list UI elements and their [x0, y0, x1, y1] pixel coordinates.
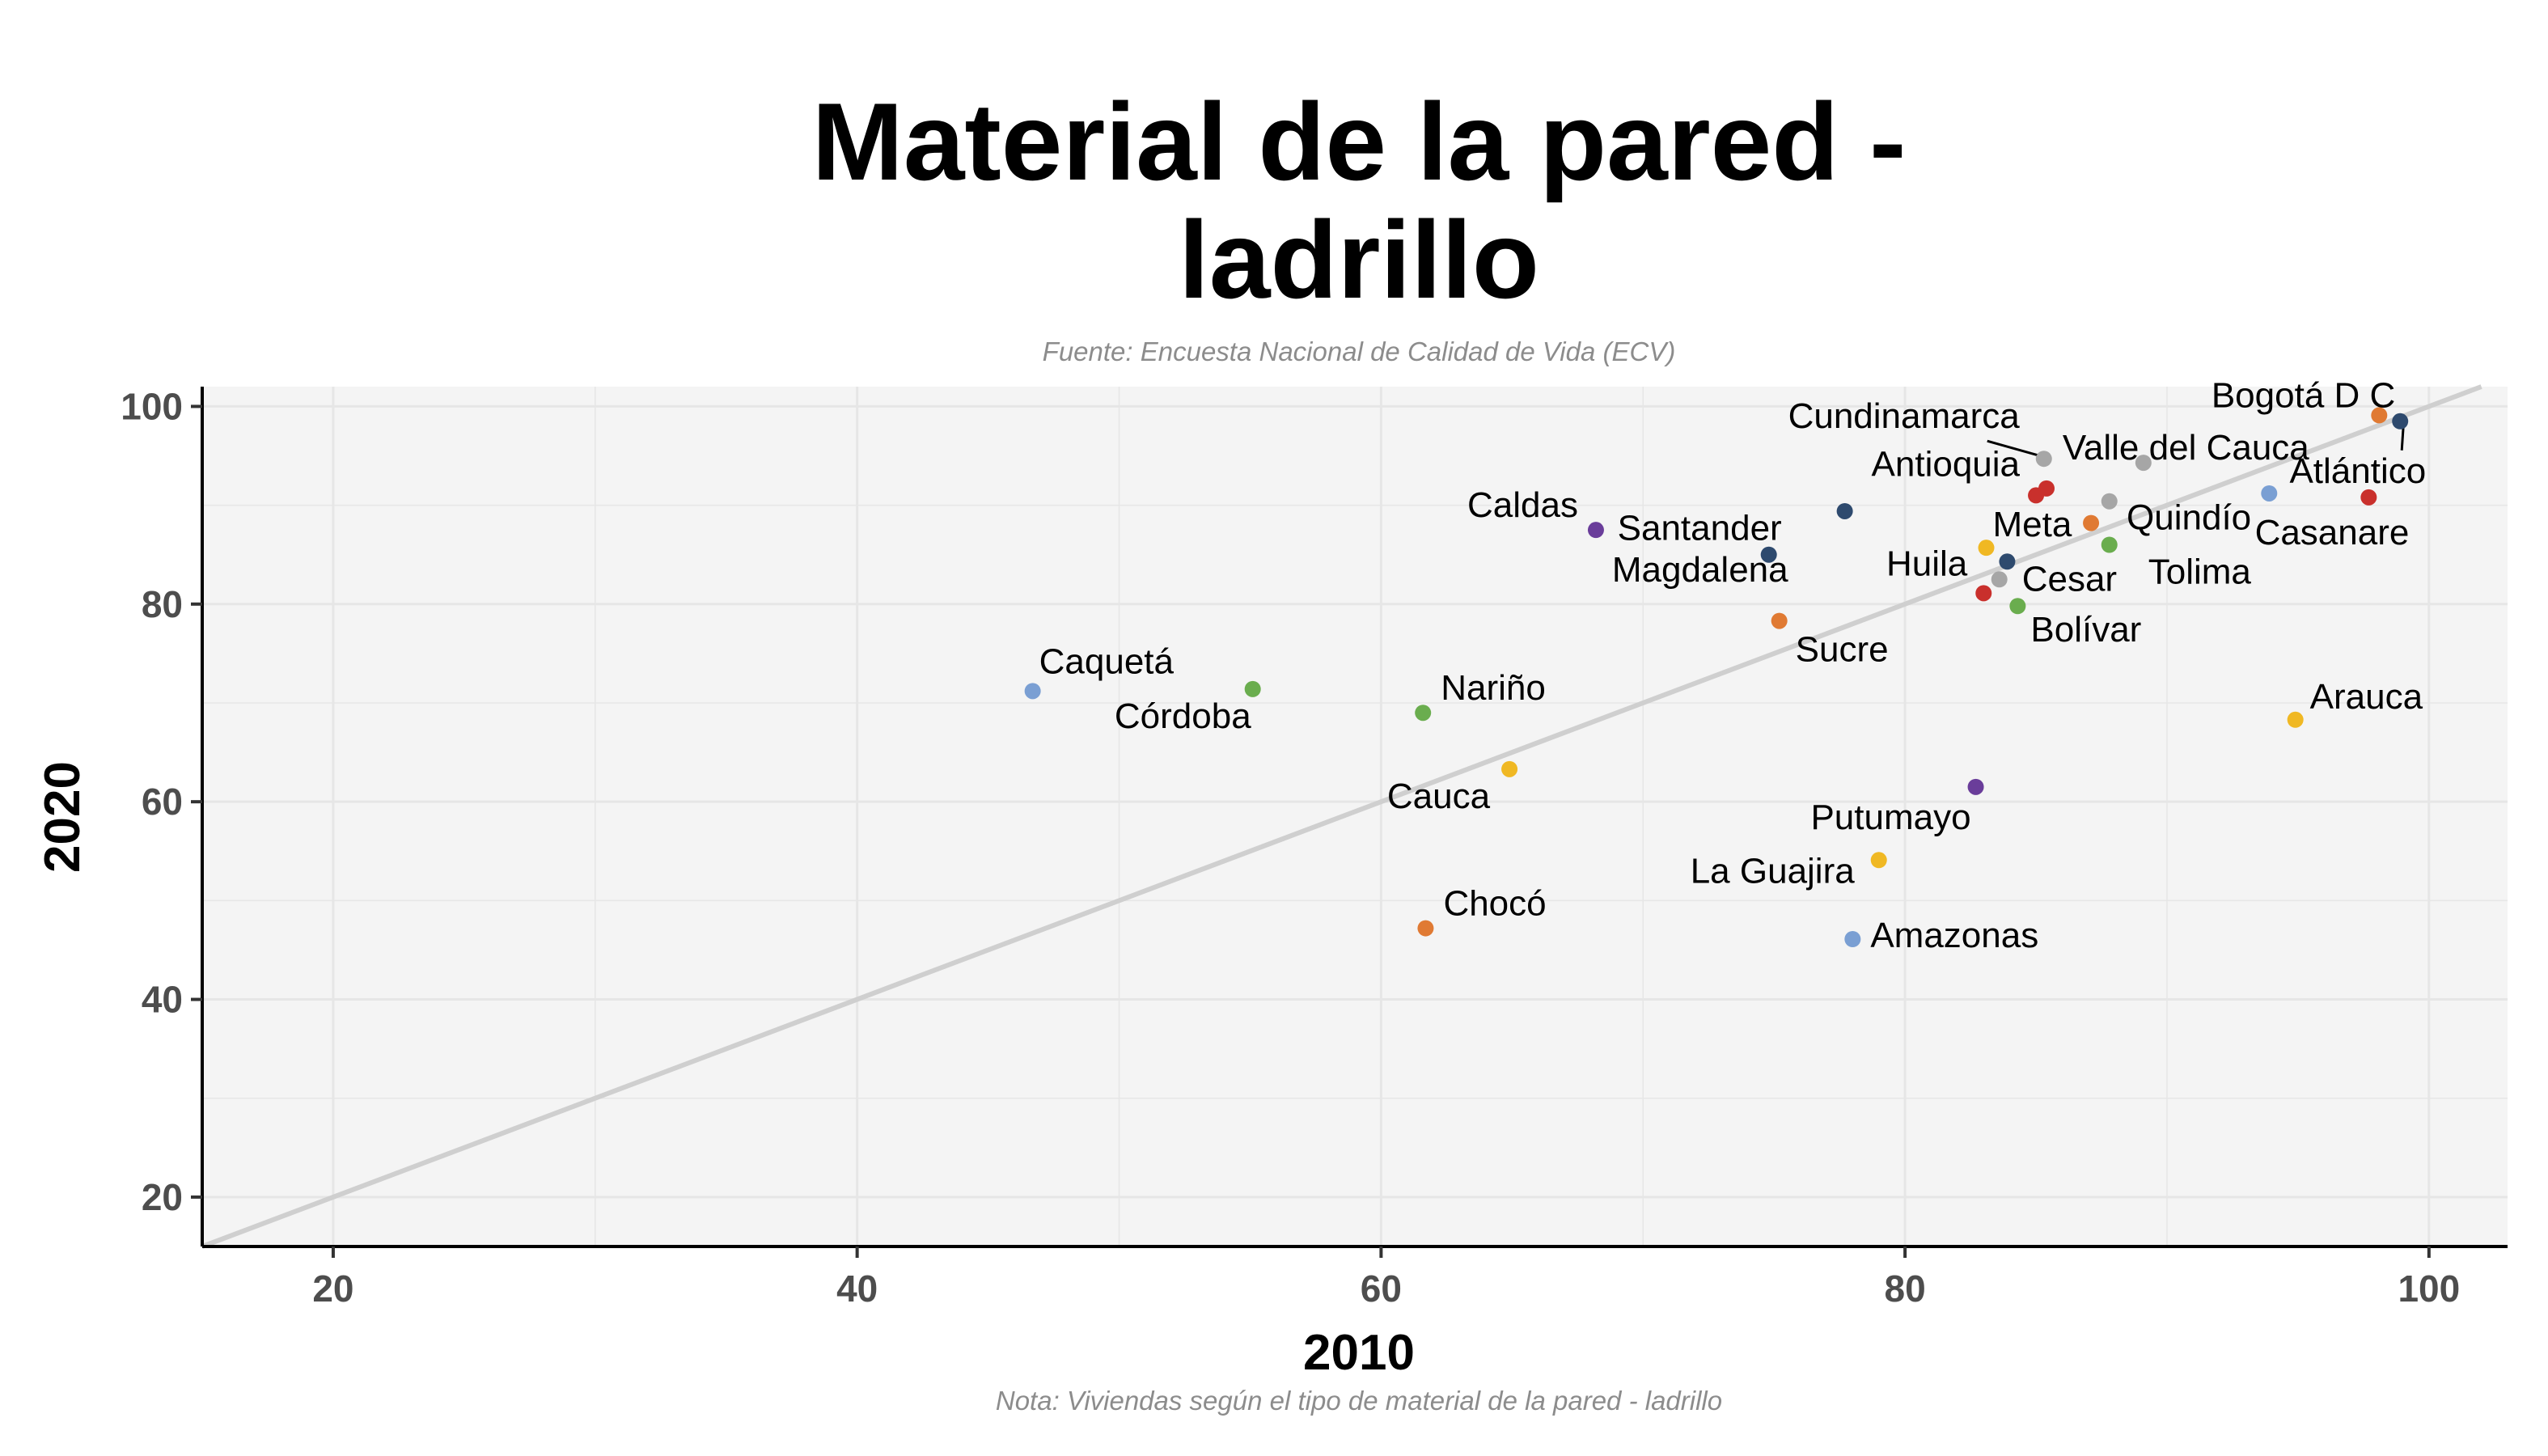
chart-caption: Nota: Viviendas según el tipo de materia… [996, 1386, 1722, 1416]
point-unlabeled-22 [2101, 493, 2118, 510]
y-tick-label-100: 100 [121, 385, 183, 427]
reference-line [201, 384, 2482, 1249]
label-santander: Santander [1618, 509, 1782, 548]
point-unlabeled-18 [2038, 480, 2055, 497]
data-points [1024, 407, 2409, 948]
label-cauca: Cauca [1387, 777, 1491, 816]
point-caqueta [1024, 683, 1041, 700]
point-cauca [1501, 760, 1518, 777]
point-amazonas [1844, 931, 1861, 948]
x-tick-label-100: 100 [2398, 1268, 2460, 1310]
label-cordoba: Córdoba [1115, 696, 1251, 736]
point-huila [1975, 585, 1992, 602]
y-tick-label-40: 40 [142, 979, 183, 1021]
label-cesar: Cesar [2022, 559, 2117, 599]
label-magdalena: Magdalena [1612, 550, 1788, 590]
label-amazonas: Amazonas [1870, 916, 2038, 955]
chart-subtitle: Fuente: Encuesta Nacional de Calidad de … [1043, 336, 1676, 366]
x-tick-label-80: 80 [1885, 1268, 1926, 1310]
label-bogota-d-c: Bogotá D C [2212, 375, 2395, 415]
label-arauca: Arauca [2310, 677, 2423, 717]
label-leader-lines [1987, 425, 2405, 457]
x-tick-label-60: 60 [1361, 1268, 1402, 1310]
label-antioquia: Antioquia [1872, 444, 2021, 484]
point-quindio [2083, 514, 2100, 531]
x-tick-label-40: 40 [836, 1268, 878, 1310]
point-cordoba [1244, 680, 1261, 697]
y-tick-label-80: 80 [142, 583, 183, 625]
label-atlantico: Atlántico [2289, 451, 2426, 491]
point-sucre [1771, 612, 1788, 629]
point-valle-del-cauca [2135, 455, 2152, 472]
label-la-guajira: La Guajira [1691, 851, 1856, 891]
point-labels: Caquetá Córdoba Nariño Chocó Cauca Caldas Sant… [1039, 375, 2427, 955]
chart-title-line-2: ladrillo [1179, 198, 1539, 321]
point-caldas [1587, 522, 1604, 539]
label-bolivar: Bolívar [2030, 610, 2141, 650]
point-putumayo [1967, 778, 1984, 795]
point-unlabeled-24 [2261, 485, 2278, 502]
label-sucre: Sucre [1796, 630, 1889, 670]
label-casanare: Casanare [2255, 513, 2410, 552]
label-meta: Meta [1993, 505, 2072, 544]
gridlines [202, 387, 2508, 1246]
axes [191, 387, 2508, 1258]
label-caqueta: Caquetá [1039, 641, 1175, 681]
point-casanare [2360, 489, 2377, 506]
point-atlantico [2392, 413, 2409, 430]
leader-cundinamarca [1987, 439, 2040, 457]
tick-labels: 20 40 60 80 100 20 40 60 80 100 [121, 385, 2460, 1310]
label-putumayo: Putumayo [1810, 798, 1970, 837]
label-caldas: Caldas [1467, 485, 1578, 525]
leader-atlantico [2400, 425, 2405, 451]
point-meta [1978, 540, 1995, 557]
label-narino: Nariño [1441, 668, 1546, 708]
point-cesar [1991, 571, 2008, 588]
label-valle-del-cauca: Valle del Cauca [2063, 428, 2309, 468]
label-cundinamarca: Cundinamarca [1788, 396, 2021, 436]
label-huila: Huila [1886, 544, 1968, 583]
label-quindio: Quindío [2127, 498, 2251, 538]
y-axis-title: 2020 [35, 761, 91, 873]
point-la-guajira [1870, 852, 1887, 869]
y-tick-label-20: 20 [142, 1176, 183, 1218]
x-axis-title: 2010 [1303, 1325, 1415, 1381]
point-choco [1417, 920, 1434, 937]
point-unlabeled-15 [1999, 553, 2016, 570]
label-tolima: Tolima [2148, 552, 2252, 591]
y-tick-label-60: 60 [142, 781, 183, 823]
point-santander [1760, 546, 1777, 563]
point-narino [1415, 705, 1432, 722]
label-choco: Chocó [1443, 884, 1546, 924]
point-bogota-d-c [2371, 407, 2388, 424]
point-cundinamarca [2035, 451, 2052, 468]
point-magdalena [1836, 502, 1853, 519]
point-tolima [2101, 536, 2118, 553]
point-arauca [2287, 711, 2304, 728]
point-bolivar [2009, 598, 2026, 615]
chart-title-line-1: Material de la pared - [812, 80, 1907, 203]
x-tick-label-20: 20 [312, 1268, 353, 1310]
